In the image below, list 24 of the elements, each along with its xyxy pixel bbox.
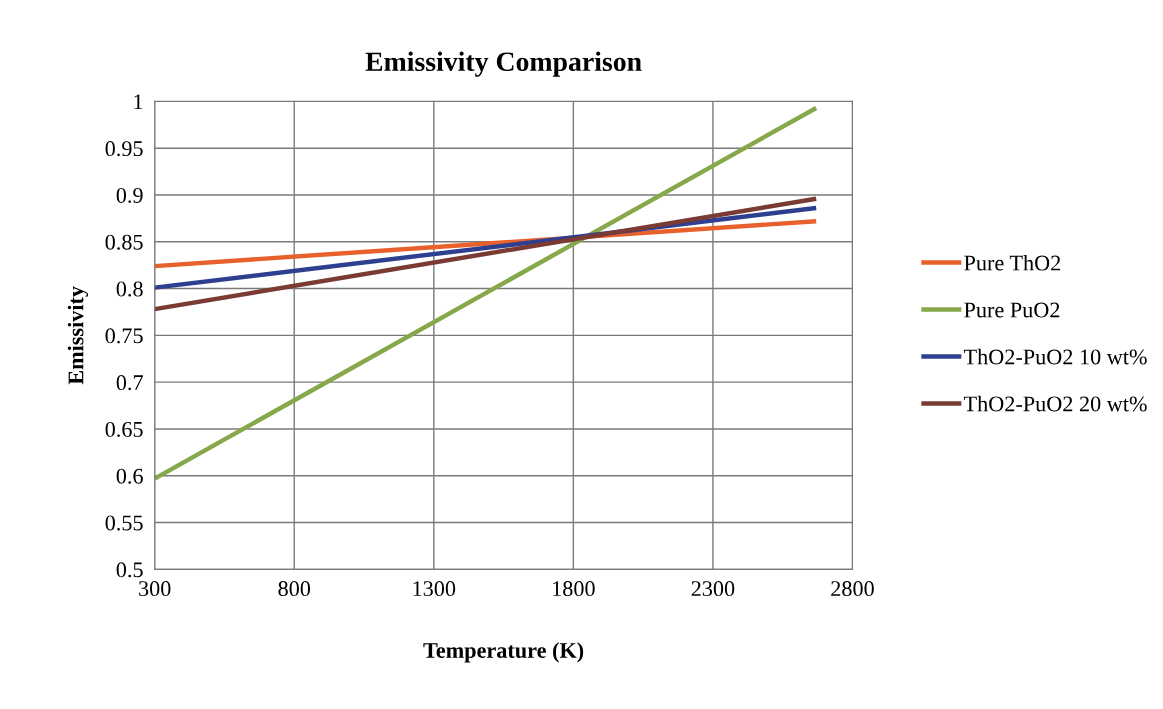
y-axis-title: Emissivity bbox=[67, 286, 89, 385]
y-tick-label: 0.6 bbox=[116, 468, 143, 484]
y-tick-label: 0.9 bbox=[116, 187, 143, 203]
legend-label: Pure PuO2 bbox=[964, 302, 1060, 318]
y-tick-label: 1 bbox=[134, 94, 143, 110]
y-tick-label: 0.85 bbox=[105, 234, 143, 250]
x-tick-label: 1300 bbox=[413, 581, 456, 597]
y-tick-label: 0.95 bbox=[105, 141, 143, 157]
x-axis-title: Temperature (K) bbox=[423, 642, 584, 663]
x-tick-label: 300 bbox=[139, 581, 171, 597]
chart-title: Emissivity Comparison bbox=[365, 51, 642, 77]
y-tick-label: 0.65 bbox=[105, 421, 143, 437]
x-tick-label: 2800 bbox=[831, 581, 874, 597]
legend-label: ThO2-PuO2 20 wt% bbox=[963, 395, 1147, 412]
x-tick-label: 800 bbox=[278, 581, 311, 597]
y-tick-label: 0.7 bbox=[116, 375, 143, 391]
x-tick-label: 1800 bbox=[553, 581, 595, 597]
y-tick-label: 0.5 bbox=[116, 562, 143, 578]
y-tick-label: 0.8 bbox=[116, 281, 143, 297]
x-tick-label: 2300 bbox=[691, 581, 735, 597]
y-tick-label: 0.75 bbox=[105, 328, 143, 344]
y-tick-label: 0.55 bbox=[105, 515, 143, 531]
legend-label: Pure ThO2 bbox=[964, 254, 1061, 271]
legend-label: ThO2-PuO2 10 wt% bbox=[963, 348, 1147, 365]
